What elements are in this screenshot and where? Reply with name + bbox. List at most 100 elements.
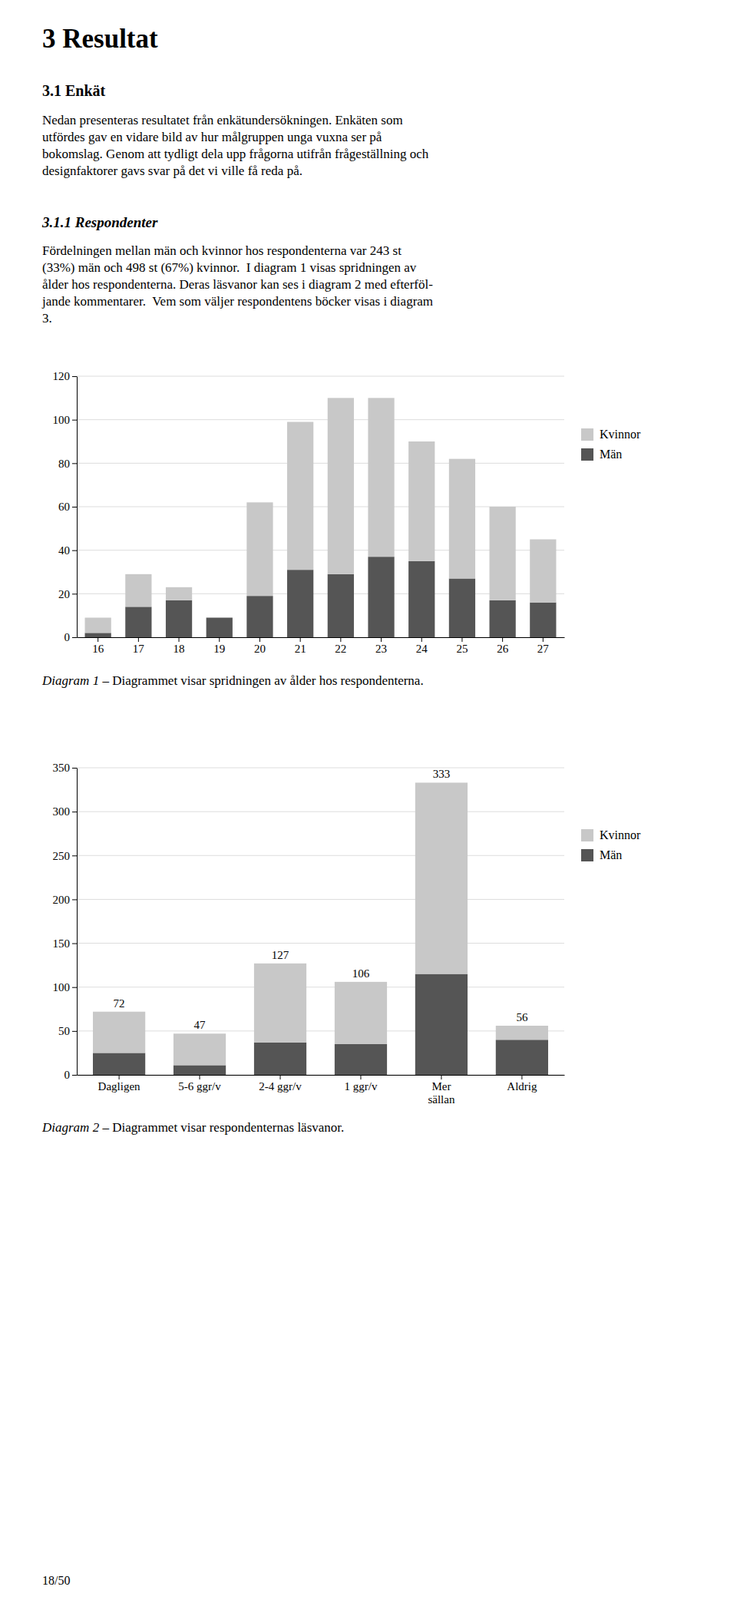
x-tick: 2-4 ggr/v bbox=[258, 1074, 302, 1093]
y-tick: 80 bbox=[58, 457, 77, 470]
body-text: Nedan presenteras resultatet från enkätu… bbox=[42, 112, 404, 128]
y-tick-mark bbox=[72, 943, 77, 945]
x-axis-line bbox=[77, 1074, 566, 1076]
x-tick-mark bbox=[259, 637, 261, 642]
body-text: Fördelningen mellan män och kvinnor hos … bbox=[42, 243, 402, 258]
body-text: bokomslag. Genom att tydligt dela upp fr… bbox=[42, 146, 430, 162]
chart: 020406080100120161718192021222324252627K… bbox=[52, 370, 642, 655]
grid-line bbox=[76, 898, 565, 900]
bar bbox=[206, 617, 233, 619]
total-labels: 724712710633356 bbox=[113, 767, 529, 1032]
legend-item: Män bbox=[581, 848, 622, 862]
x-tick-label: 25 bbox=[456, 642, 468, 655]
grid bbox=[76, 767, 565, 1075]
x-tick: Mersällan bbox=[427, 1074, 455, 1106]
x-tick-label: 2-4 ggr/v bbox=[258, 1080, 302, 1093]
grid-line bbox=[76, 376, 565, 377]
y-tick-mark bbox=[72, 462, 77, 464]
y-tick: 100 bbox=[52, 981, 78, 994]
bar bbox=[165, 587, 192, 601]
x-tick: 25 bbox=[456, 637, 468, 655]
bar bbox=[85, 632, 112, 638]
grid-line bbox=[76, 1030, 565, 1032]
bar bbox=[287, 422, 314, 571]
y-tick: 60 bbox=[58, 500, 77, 513]
bar bbox=[125, 574, 152, 608]
x-tick-mark bbox=[440, 1074, 442, 1080]
y-tick-label: 100 bbox=[52, 413, 71, 427]
legend-label: Män bbox=[599, 848, 622, 862]
y-tick: 100 bbox=[52, 413, 78, 427]
y-tick-label: 250 bbox=[52, 849, 71, 863]
legend-swatch bbox=[581, 428, 594, 441]
x-tick-label-line: Mer bbox=[431, 1080, 451, 1093]
x-tick-mark bbox=[461, 637, 463, 642]
x-tick-label: 5-6 ggr/v bbox=[178, 1080, 222, 1093]
legend-label: Kvinnor bbox=[599, 427, 642, 441]
body-text: (33%) män och 498 st (67%) kvinnor. I di… bbox=[42, 260, 417, 275]
y-tick-label: 120 bbox=[52, 370, 71, 383]
x-tick: 22 bbox=[334, 637, 347, 655]
x-tick: Dagligen bbox=[98, 1074, 141, 1093]
bar bbox=[327, 397, 354, 575]
y-axis-line bbox=[76, 768, 78, 1076]
body-text: 3. bbox=[42, 310, 53, 326]
bar bbox=[165, 600, 192, 638]
x-axis: 161718192021222324252627 bbox=[77, 637, 566, 655]
y-tick: 0 bbox=[64, 1068, 78, 1081]
total-label: 56 bbox=[515, 1011, 529, 1024]
legend-swatch bbox=[581, 448, 594, 461]
grid-line bbox=[76, 419, 565, 420]
bar bbox=[495, 1039, 549, 1075]
bar bbox=[287, 569, 314, 638]
bar bbox=[449, 459, 476, 579]
x-tick-mark bbox=[199, 1074, 201, 1080]
y-tick-mark bbox=[72, 767, 77, 769]
total-label: 72 bbox=[113, 997, 126, 1010]
x-tick-label: 21 bbox=[294, 642, 307, 655]
y-tick-label: 300 bbox=[52, 805, 71, 818]
bar bbox=[206, 618, 233, 638]
y-tick-mark bbox=[72, 376, 77, 377]
legend-swatch bbox=[581, 829, 594, 842]
body-text: jande kommentarer. Vem som väljer respon… bbox=[41, 294, 433, 309]
y-tick-mark bbox=[72, 593, 77, 595]
legend: KvinnorMän bbox=[581, 828, 642, 862]
total-label: 127 bbox=[271, 948, 290, 962]
x-tick: 1 ggr/v bbox=[344, 1074, 378, 1093]
bar bbox=[246, 595, 273, 638]
y-axis-line bbox=[76, 376, 78, 638]
y-tick: 300 bbox=[52, 805, 78, 818]
total-label: 106 bbox=[352, 967, 371, 980]
total-label: 47 bbox=[194, 1018, 207, 1032]
x-tick-mark bbox=[118, 1074, 120, 1080]
x-tick-mark bbox=[280, 1074, 281, 1080]
bar bbox=[254, 1042, 307, 1075]
body-text: utfördes gav en vidare bild av hur målgr… bbox=[42, 129, 383, 145]
x-tick-mark bbox=[380, 637, 382, 642]
caption: Diagram 1 – Diagrammet visar spridningen… bbox=[41, 673, 424, 688]
x-tick-mark bbox=[97, 637, 99, 642]
body-text: ålder hos respondenterna. Deras läsvanor… bbox=[42, 277, 433, 292]
y-tick-mark bbox=[72, 1031, 77, 1032]
x-tick-mark bbox=[340, 637, 341, 642]
x-tick-mark bbox=[300, 637, 301, 642]
bar bbox=[489, 506, 516, 601]
x-tick: 20 bbox=[254, 637, 266, 655]
y-tick-mark bbox=[72, 1074, 77, 1076]
y-tick-label: 20 bbox=[58, 588, 70, 601]
x-axis: Dagligen 5-6 ggr/v 2-4 ggr/v 1 ggr/v Mersäll… bbox=[77, 1074, 566, 1106]
bar bbox=[173, 1064, 226, 1075]
grid-line bbox=[76, 462, 565, 464]
y-tick: 0 bbox=[64, 631, 78, 644]
bar bbox=[125, 606, 152, 638]
y-tick: 250 bbox=[52, 849, 78, 863]
x-tick-label: Aldrig bbox=[506, 1080, 538, 1093]
x-tick-mark bbox=[421, 637, 423, 642]
x-tick-label: Dagligen bbox=[98, 1080, 141, 1093]
bar bbox=[246, 502, 273, 596]
x-tick: 23 bbox=[375, 637, 387, 655]
y-tick: 200 bbox=[52, 893, 78, 906]
x-tick-label: 18 bbox=[173, 642, 186, 655]
x-tick: 27 bbox=[537, 637, 550, 655]
